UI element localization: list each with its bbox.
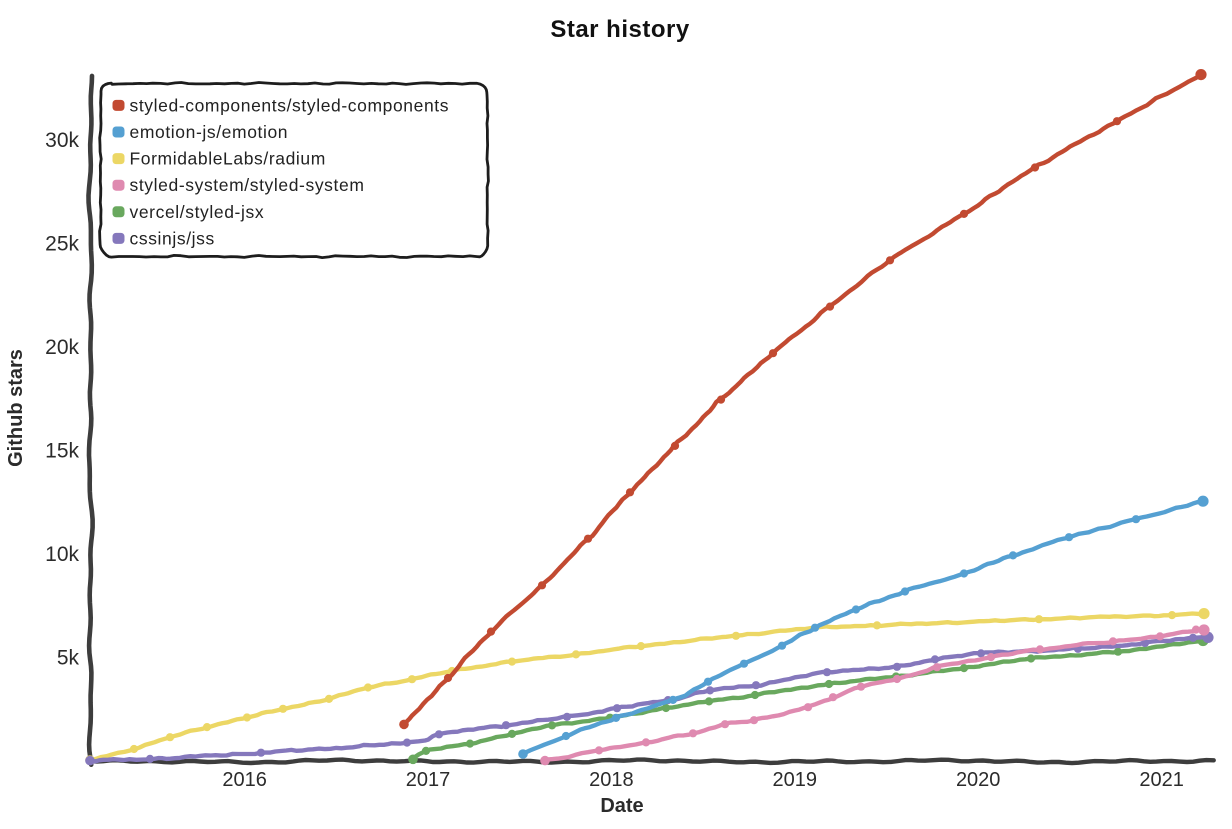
svg-text:emotion-js/emotion: emotion-js/emotion	[130, 122, 289, 142]
svg-text:styled-components/styled-compo: styled-components/styled-components	[130, 95, 450, 115]
svg-text:styled-system/styled-system: styled-system/styled-system	[130, 175, 365, 195]
svg-text:FormidableLabs/radium: FormidableLabs/radium	[130, 149, 326, 169]
svg-text:vercel/styled-jsx: vercel/styled-jsx	[130, 202, 265, 222]
svg-text:2016: 2016	[222, 769, 267, 791]
svg-text:Star history: Star history	[550, 16, 690, 43]
svg-text:Github stars: Github stars	[5, 349, 27, 467]
svg-text:10k: 10k	[45, 543, 79, 566]
svg-text:2018: 2018	[589, 769, 634, 791]
svg-text:2017: 2017	[406, 769, 451, 791]
svg-text:5k: 5k	[57, 647, 80, 670]
svg-text:2021: 2021	[1139, 769, 1184, 791]
svg-text:Date: Date	[600, 795, 643, 817]
svg-text:2020: 2020	[956, 769, 1001, 791]
svg-text:15k: 15k	[45, 440, 79, 463]
svg-text:2019: 2019	[773, 769, 818, 791]
svg-text:cssinjs/jss: cssinjs/jss	[130, 228, 215, 248]
svg-text:30k: 30k	[45, 129, 79, 152]
svg-text:20k: 20k	[45, 336, 79, 359]
svg-text:25k: 25k	[45, 233, 79, 256]
